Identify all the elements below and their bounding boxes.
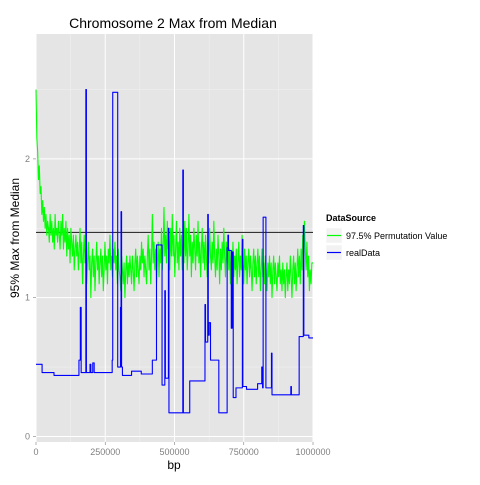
y-tick-label: 1 xyxy=(25,293,30,303)
series-line-permutation xyxy=(35,89,313,299)
series-layer xyxy=(35,88,313,414)
chart-title: Chromosome 2 Max from Median xyxy=(69,15,277,31)
y-tick-label: 0 xyxy=(25,431,30,441)
x-tick-label: 1000000 xyxy=(295,447,330,457)
legend-label: realData xyxy=(346,248,380,258)
legend-label: 97.5% Permutation Value xyxy=(346,231,447,241)
legend-title: DataSource xyxy=(326,213,376,223)
x-tick-label: 250000 xyxy=(90,447,120,457)
y-axis: 0 1 2 xyxy=(25,154,36,441)
x-axis-title: bp xyxy=(167,458,181,472)
x-axis: 0 250000 500000 750000 1000000 xyxy=(33,442,331,457)
series-line-realdata xyxy=(36,88,313,414)
legend: DataSource 97.5% Permutation Value realDa… xyxy=(325,213,447,261)
x-tick-label: 750000 xyxy=(229,447,259,457)
y-axis-title: 95% Max from Median xyxy=(8,178,22,298)
x-tick-label: 500000 xyxy=(159,447,189,457)
x-tick-label: 0 xyxy=(33,447,38,457)
y-tick-label: 2 xyxy=(25,154,30,164)
